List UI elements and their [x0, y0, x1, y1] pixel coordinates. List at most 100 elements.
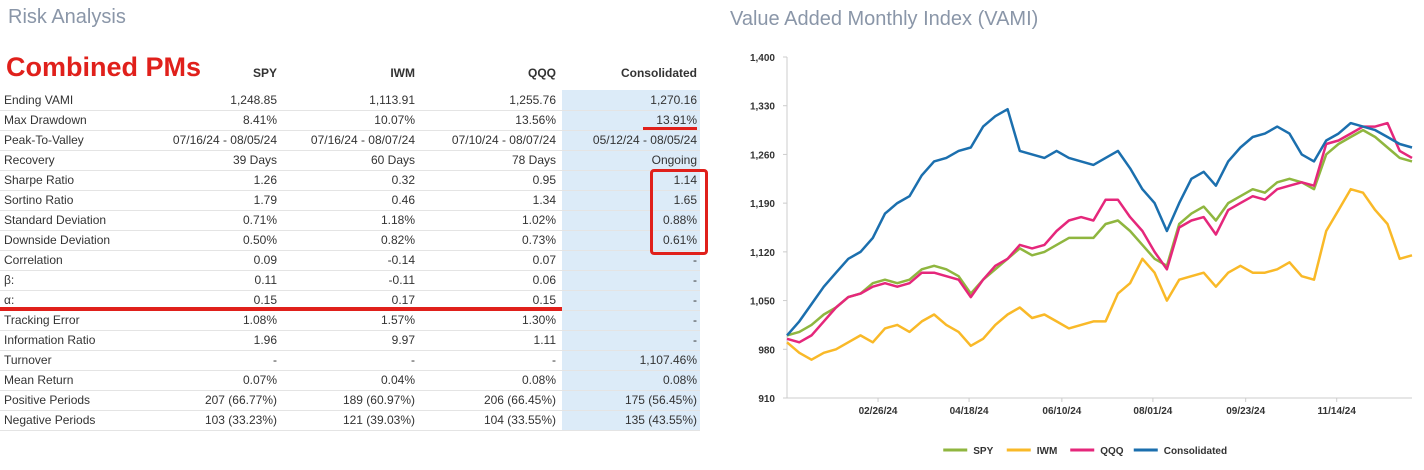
- cell: 1,255.76: [509, 93, 556, 107]
- row-label: Sortino Ratio: [4, 193, 74, 207]
- cell: 0.09: [253, 253, 277, 267]
- table-title: Risk Analysis: [8, 6, 126, 28]
- row-label: Tracking Error: [4, 313, 80, 327]
- table-row: β: 0.11 -0.11 0.06 -: [0, 270, 700, 291]
- x-tick-label: 06/10/24: [1042, 406, 1081, 417]
- cell: -: [411, 353, 415, 367]
- table-row: Ending VAMI 1,248.85 1,113.91 1,255.76 1,270…: [0, 90, 700, 111]
- cell: 0.17: [391, 293, 415, 307]
- cell: 8.41%: [242, 113, 277, 127]
- table-row: Mean Return 0.07% 0.04% 0.08% 0.08%: [0, 370, 700, 391]
- table-row: Positive Periods 207 (66.77%) 189 (60.97%)…: [0, 390, 700, 411]
- cell: 1.11: [533, 333, 556, 347]
- row-label: Turnover: [4, 353, 52, 367]
- chart: Value Added Monthly Index (VAMI) 910 980 1…: [730, 8, 1413, 457]
- cell: 0.11: [254, 273, 277, 287]
- cell: 10.07%: [374, 113, 415, 127]
- row-label: Information Ratio: [4, 333, 96, 347]
- cell: 0.04%: [380, 373, 415, 387]
- x-tick-label: 08/01/24: [1133, 406, 1172, 417]
- row-label: Max Drawdown: [4, 113, 87, 127]
- row-label: Mean Return: [4, 373, 74, 387]
- highlight-box: [650, 169, 708, 255]
- cell: 13.56%: [515, 113, 556, 127]
- cell: 9.97: [391, 333, 415, 347]
- legend-label: IWM: [1037, 446, 1058, 457]
- series-line: [786, 187, 1413, 361]
- cell: 206 (66.45%): [483, 393, 556, 407]
- cell: 1,248.85: [230, 93, 277, 107]
- cell: 78 Days: [511, 153, 556, 167]
- cell: 121 (39.03%): [342, 413, 415, 427]
- cell: 207 (66.77%): [204, 393, 277, 407]
- cell: 0.15: [253, 293, 277, 307]
- cell: 1,113.91: [369, 93, 415, 107]
- row-label: Positive Periods: [4, 393, 91, 407]
- cell: 1.02%: [521, 213, 556, 227]
- table-row: Negative Periods 103 (33.23%) 121 (39.03%)…: [0, 410, 700, 431]
- table-row: Standard Deviation 0.71% 1.18% 1.02% 0.88%: [0, 210, 700, 231]
- y-tick-label: 1,330: [750, 102, 775, 113]
- cell: 0.95: [532, 173, 556, 187]
- cell: 0.46: [391, 193, 415, 207]
- legend-label: SPY: [973, 446, 993, 457]
- x-tick-label: 04/18/24: [950, 406, 989, 417]
- column-header: QQQ: [527, 66, 556, 80]
- table-row: Max Drawdown 8.41% 10.07% 13.56% 13.91%: [0, 110, 700, 131]
- x-tick-label: 02/26/24: [859, 406, 898, 417]
- cell: 1.79: [253, 193, 277, 207]
- row-label: Downside Deviation: [4, 233, 111, 247]
- cell: -0.14: [387, 253, 415, 267]
- row-label: α:: [4, 293, 15, 307]
- cell: Ongoing: [651, 153, 697, 167]
- cell: 0.50%: [242, 233, 277, 247]
- legend-label: Consolidated: [1164, 446, 1227, 457]
- cell: -: [693, 253, 697, 267]
- cell: 0.15: [532, 293, 556, 307]
- cell: 0.88%: [662, 213, 697, 227]
- cell: 07/16/24 - 08/05/24: [172, 133, 277, 147]
- cell: -0.11: [388, 273, 415, 287]
- cell: 1.18%: [380, 213, 415, 227]
- cell: 0.73%: [521, 233, 556, 247]
- table-row: Peak-To-Valley 07/16/24 - 08/05/24 07/16/2…: [0, 130, 700, 151]
- cell: 1.26: [253, 173, 277, 187]
- table-row: Information Ratio 1.96 9.97 1.11 -: [0, 330, 700, 351]
- table-row: Sortino Ratio 1.79 0.46 1.34 1.65: [0, 190, 700, 211]
- row-label: Ending VAMI: [4, 93, 74, 107]
- table-row: Sharpe Ratio 1.26 0.32 0.95 1.14: [0, 170, 700, 191]
- cell: 1.34: [532, 193, 556, 207]
- series-line: [786, 128, 1413, 337]
- cell: 13.91%: [656, 113, 697, 127]
- cell: 0.32: [391, 173, 415, 187]
- cell: 1.14: [673, 173, 697, 187]
- legend-label: QQQ: [1100, 446, 1124, 457]
- cell: 0.08%: [521, 373, 556, 387]
- column-header: IWM: [390, 66, 415, 80]
- highlight-line: [0, 307, 562, 311]
- cell: -: [693, 293, 697, 307]
- cell: 07/16/24 - 08/07/24: [310, 133, 415, 147]
- chart-title: Value Added Monthly Index (VAMI): [730, 8, 1038, 30]
- cell: 0.07%: [242, 373, 277, 387]
- cell: 07/10/24 - 08/07/24: [451, 133, 556, 147]
- cell: -: [693, 313, 697, 327]
- cell: 1.08%: [242, 313, 277, 327]
- y-tick-label: 1,120: [750, 248, 775, 259]
- cell: 1.30%: [521, 313, 556, 327]
- series-line: [786, 121, 1413, 344]
- row-label: Negative Periods: [4, 413, 96, 427]
- table-row: Turnover - - - 1,107.46%: [0, 350, 700, 371]
- cell: -: [693, 333, 697, 347]
- y-tick-label: 1,050: [750, 297, 775, 308]
- row-label: β:: [4, 273, 15, 287]
- table-row: Tracking Error 1.08% 1.57% 1.30% -: [0, 310, 700, 331]
- cell: 1.96: [253, 333, 277, 347]
- cell: 1.57%: [380, 313, 415, 327]
- column-header: Consolidated: [620, 66, 697, 80]
- table-row: Downside Deviation 0.50% 0.82% 0.73% 0.61%: [0, 230, 700, 251]
- cell: 0.71%: [242, 213, 277, 227]
- cell: 0.06: [532, 273, 556, 287]
- row-label: Recovery: [4, 153, 55, 167]
- row-label: Peak-To-Valley: [4, 133, 84, 147]
